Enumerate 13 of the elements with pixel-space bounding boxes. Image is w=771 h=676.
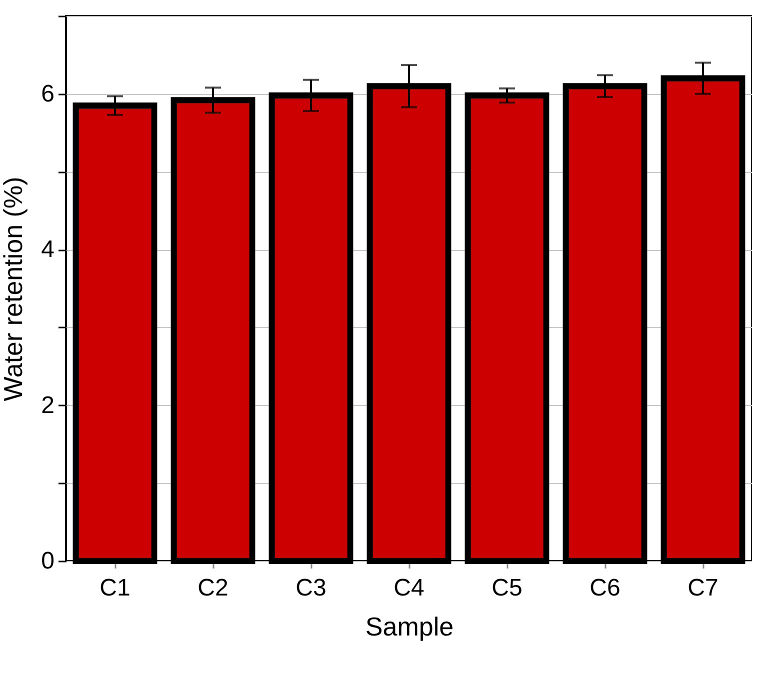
- x-tick-label: C4: [394, 574, 424, 602]
- y-tick-label: 0: [41, 548, 54, 574]
- x-tick-label: C2: [198, 574, 228, 602]
- x-tick-label: C3: [296, 574, 326, 602]
- x-tick-label: C5: [492, 574, 522, 602]
- x-axis-title: Sample: [365, 612, 454, 642]
- x-tick-label: C1: [100, 574, 130, 602]
- y-tick-label: 2: [41, 392, 54, 419]
- y-tick-label: 4: [41, 236, 54, 264]
- y-tick-label: 6: [41, 80, 54, 108]
- x-tick-label: C7: [688, 574, 718, 602]
- x-tick-label: C6: [590, 574, 620, 602]
- y-axis-title: Water retention (%): [0, 176, 28, 402]
